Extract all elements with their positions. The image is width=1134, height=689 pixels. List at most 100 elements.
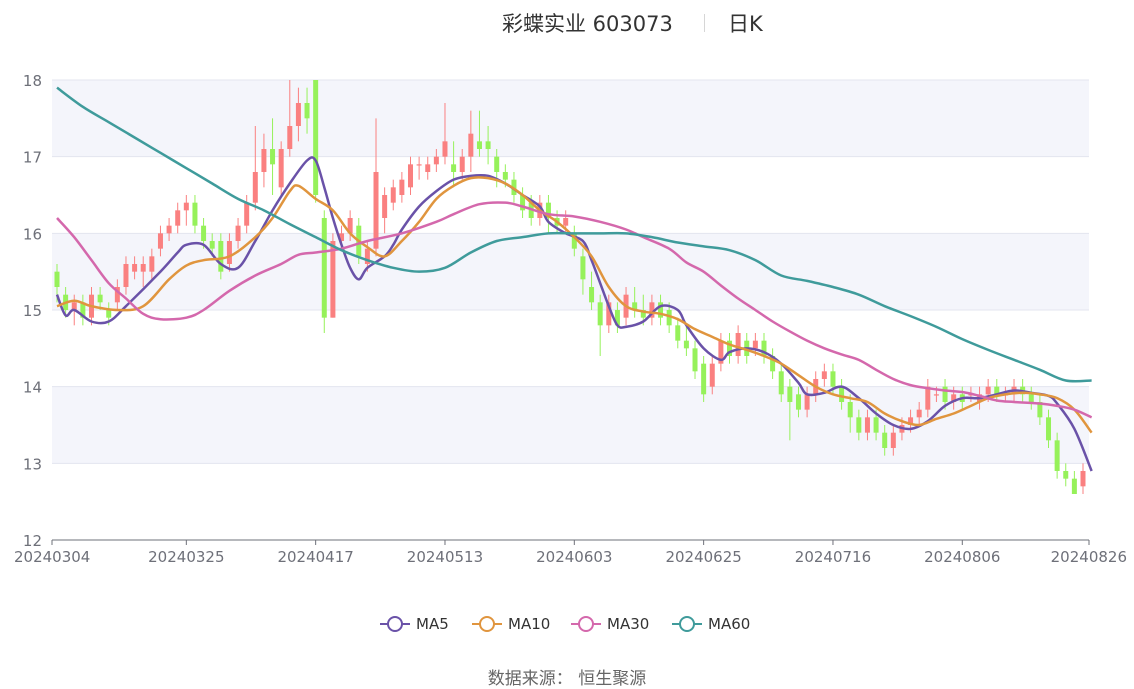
candle-body [166,225,172,234]
legend-item-ma5[interactable]: MA5 [380,611,449,637]
candle-body [951,394,957,402]
y-tick-label: 17 [23,149,42,167]
candle-body [597,302,603,326]
candle-body [1054,440,1060,471]
candle-body [675,325,681,341]
candle-body [244,202,250,226]
candle-body [1080,471,1086,487]
candle-body [1063,471,1069,479]
data-source: 数据来源： 恒生聚源 [487,669,647,689]
legend-symbol [571,616,601,632]
candle-body [347,218,353,234]
candle-body [71,302,77,310]
candle-body [399,179,405,195]
ma-lines [55,86,1093,472]
y-tick-label: 13 [23,455,42,473]
candle-body [235,225,241,241]
legend-symbol [672,616,702,632]
candle-body [209,241,215,249]
legend-label: MA5 [416,615,449,633]
candle-body [1046,417,1052,441]
candle-body [683,340,689,349]
candle-body [735,333,741,356]
legend-item-ma60[interactable]: MA60 [672,611,750,637]
candle-body [563,218,569,226]
candle-body [416,164,422,166]
x-tick-label: 20240513 [407,548,483,566]
candle-body [830,371,836,387]
legend-marker [679,616,695,632]
x-tick-label: 20240716 [795,548,871,566]
candle-body [864,417,870,433]
candle-body [994,386,1000,395]
candle-body [890,432,896,448]
candle-body [261,149,267,172]
candle-body [882,432,888,448]
ma60-line [56,86,1092,383]
candle-body [287,126,293,149]
band [52,233,1089,310]
candle-body [649,302,655,318]
candle-body [520,195,526,211]
legend-marker [387,616,403,632]
legend-label: MA30 [607,615,650,633]
candle-body [701,363,707,395]
y-tick-label: 14 [23,379,42,397]
x-tick-label: 20240826 [1051,548,1127,566]
band [52,80,1089,157]
candle-body [183,202,189,211]
candle-body [916,409,922,418]
candle-body [847,402,853,418]
candle-body [580,256,586,280]
y-tick-label: 16 [23,225,42,243]
y-axis: 12 13 14 15 16 17 18 [23,72,42,550]
candle-body [382,195,388,218]
candle-body [718,340,724,364]
y-tick-label: 15 [23,302,42,320]
candle-body [149,256,155,272]
candle-body [589,287,595,303]
candle-body [218,241,224,272]
candle-body [433,156,439,165]
legend-marker [479,616,495,632]
x-tick-label: 20240625 [665,548,741,566]
candle-body [442,141,448,157]
candle-body [97,294,103,303]
candle-body [908,417,914,425]
period-label: 日K [728,12,763,36]
candle-body [839,386,845,402]
candle-body [339,233,345,241]
chart-title: 彩蝶实业 603073 [502,12,673,36]
candle-body [252,172,258,203]
candle-body [778,371,784,395]
candle-body [123,264,129,287]
candle-body [390,187,396,203]
candle-body [795,394,801,410]
candle-body [192,202,198,226]
candle-body [1037,402,1043,418]
candle-body [727,340,733,356]
candle-body [692,348,698,372]
x-tick-label: 20240325 [148,548,224,566]
candle-body [752,340,758,349]
candle-body [709,363,715,387]
candle-body [425,164,431,172]
candle-body [140,264,146,272]
candle-body [942,386,948,402]
candle-body [761,340,767,356]
candle-body [295,103,301,126]
chart-header: 彩蝶实业 603073 日K [0,6,1134,36]
candle-body [407,164,413,188]
candle-body [364,248,370,264]
ma10-line [56,176,1093,434]
legend-item-ma30[interactable]: MA30 [571,611,649,637]
candle-body [278,149,284,188]
x-tick-label: 20240304 [14,548,90,566]
candle-body [80,302,86,318]
candle-body [666,310,672,326]
legend-item-ma10[interactable]: MA10 [472,611,550,637]
x-tick-label: 20240806 [924,548,1000,566]
candle-body [114,287,120,303]
candle-body [157,233,163,249]
candle-body [313,80,319,195]
